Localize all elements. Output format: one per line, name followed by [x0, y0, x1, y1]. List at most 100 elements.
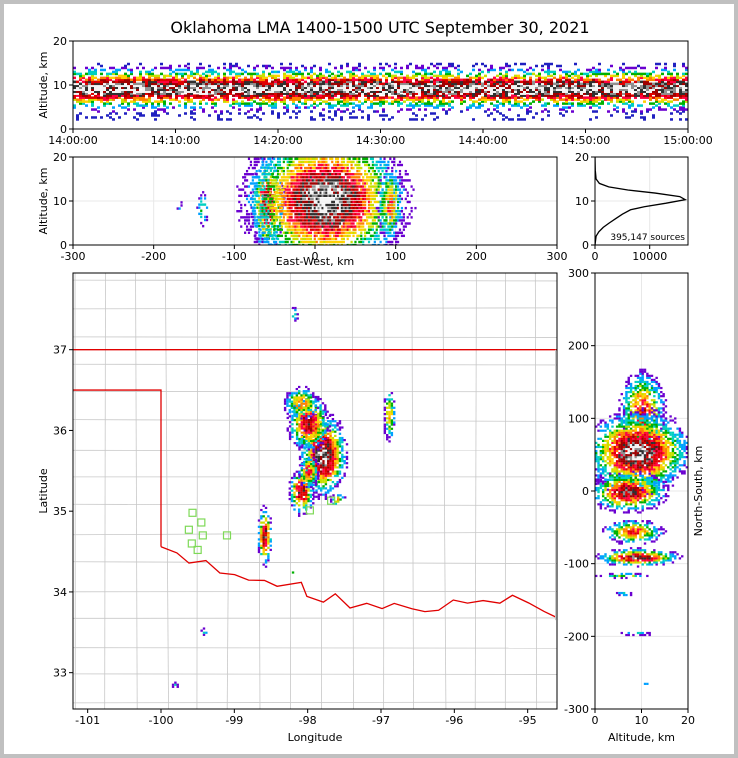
- time-height-source: [274, 106, 277, 109]
- time-height-source: [94, 68, 97, 72]
- time-height-source: [517, 82, 520, 86]
- ew-source: [286, 225, 289, 228]
- time-height-source: [292, 82, 295, 86]
- time-height-source: [208, 90, 211, 93]
- time-height-source: [526, 108, 529, 111]
- time-height-source: [265, 90, 268, 93]
- time-height-source: [295, 66, 298, 70]
- ew-source: [316, 139, 318, 141]
- time-height-source: [217, 74, 220, 78]
- time-height-source: [295, 78, 298, 82]
- time-height-source: [631, 82, 634, 86]
- time-height-source: [316, 78, 319, 82]
- ew-source: [280, 219, 283, 222]
- time-height-source: [586, 82, 589, 86]
- time-height-source: [409, 90, 412, 93]
- time-height-source: [130, 92, 133, 95]
- time-height-source: [340, 82, 343, 86]
- ew-source: [270, 253, 272, 255]
- time-height-source: [139, 86, 142, 90]
- time-height-source: [409, 96, 412, 99]
- time-height-source: [361, 92, 364, 95]
- ew-source: [305, 200, 309, 204]
- time-height-source: [394, 90, 397, 93]
- time-height-source: [298, 84, 301, 88]
- time-height-source: [397, 102, 400, 105]
- ew-source: [331, 124, 333, 126]
- time-height-source: [391, 76, 394, 80]
- time-height-source: [502, 90, 505, 93]
- ew-source: [255, 173, 258, 176]
- ew-source: [333, 182, 336, 185]
- ew-source: [286, 222, 289, 225]
- time-height-source: [223, 96, 226, 99]
- ew-source: [336, 179, 340, 182]
- time-height-source: [442, 108, 445, 111]
- ew-source: [269, 194, 273, 197]
- time-height-source: [625, 102, 628, 105]
- ew-source: [317, 197, 320, 201]
- time-height-source: [319, 90, 322, 93]
- time-height-source: [274, 96, 277, 99]
- time-height-source: [517, 100, 520, 103]
- time-height-source: [382, 98, 385, 101]
- time-height-source: [292, 92, 295, 95]
- ew-source: [240, 194, 243, 197]
- ew-sources: [176, 124, 417, 255]
- time-height-source: [682, 108, 685, 111]
- ew-source: [292, 182, 295, 185]
- time-height-source: [553, 100, 556, 103]
- ew-source: [315, 228, 318, 231]
- time-height-source: [592, 98, 595, 101]
- time-height-source: [640, 80, 643, 84]
- time-height-source: [559, 98, 562, 101]
- ew-source: [294, 206, 297, 210]
- ew-source: [267, 247, 269, 249]
- time-height-source: [190, 80, 193, 84]
- time-height-source: [415, 98, 418, 101]
- time-height-source: [109, 94, 112, 97]
- time-height-source: [460, 84, 463, 88]
- time-height-source: [598, 84, 601, 88]
- time-height-source: [337, 108, 340, 111]
- time-height-source: [199, 74, 202, 78]
- ew-source: [317, 203, 320, 207]
- time-height-source: [226, 96, 229, 99]
- time-height-source: [478, 68, 481, 72]
- ew-source: [331, 231, 334, 234]
- time-height-source: [361, 102, 364, 105]
- time-height-source: [304, 86, 307, 90]
- time-height-source: [520, 90, 523, 93]
- time-height-source: [367, 86, 370, 90]
- time-height-source: [358, 86, 361, 90]
- ew-source: [325, 228, 328, 231]
- time-height-source: [598, 72, 601, 76]
- time-height-source: [373, 94, 376, 97]
- time-height-source: [520, 118, 523, 121]
- ew-source: [247, 231, 251, 234]
- time-height-source: [430, 86, 433, 90]
- time-height-source: [235, 72, 238, 76]
- time-height-source: [598, 82, 601, 86]
- time-height-source: [391, 86, 394, 90]
- ew-source: [298, 206, 301, 210]
- ew-source: [288, 222, 291, 225]
- time-height-source: [313, 92, 316, 95]
- ew-source: [261, 173, 264, 176]
- time-height-source: [388, 96, 391, 99]
- time-height-source: [631, 94, 634, 97]
- time-height-source: [295, 84, 298, 88]
- ew-source: [329, 148, 331, 150]
- time-height-source: [394, 100, 397, 103]
- time-height-source: [661, 72, 664, 76]
- ew-source: [245, 225, 249, 228]
- time-height-source: [289, 76, 292, 80]
- time-height-source: [523, 76, 526, 80]
- time-height-source: [544, 62, 547, 66]
- time-height-source: [466, 80, 469, 84]
- time-height-source: [304, 92, 307, 95]
- ew-source: [329, 151, 331, 153]
- ew-source: [323, 213, 326, 216]
- ew-source: [300, 228, 303, 231]
- time-height-source: [316, 74, 319, 78]
